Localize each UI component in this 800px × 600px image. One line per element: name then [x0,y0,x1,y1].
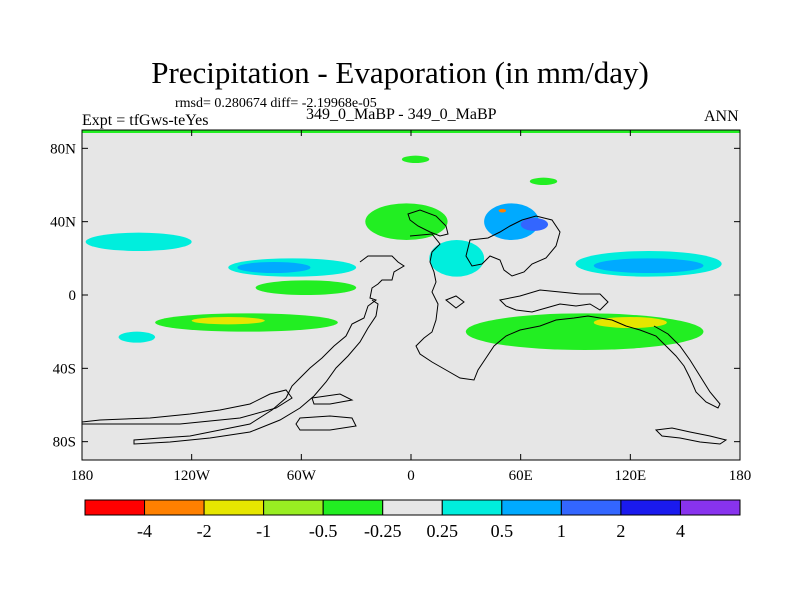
y-tick-label: 40S [53,361,76,377]
coastline-asia [465,215,561,277]
colorbar-label: -4 [137,521,152,541]
coastline-small-1 [445,295,465,309]
colorbar-swatch [441,499,503,516]
colorbar-swatch [501,499,562,516]
x-tick-label: 120E [614,468,646,484]
x-tick-label: 180 [729,468,752,484]
colorbar-label: -0.25 [364,521,402,541]
field-s-trop-east [465,313,704,350]
experiment-label: Expt = tfGws-teYes [82,112,209,129]
x-tick-label: 60E [509,468,533,484]
colorbar-label: 1 [557,521,566,541]
x-tick-label: 60W [287,468,317,484]
colorbar-swatch [144,499,205,516]
colorbar-label: 0.25 [427,521,459,541]
coastline-southern [82,389,293,425]
x-tick-label: 180 [71,468,94,484]
coastline-antarctica-east [654,427,728,445]
colorbar-swatch [203,499,265,516]
stats-line: rmsd= 0.280674 diff= -2.19968e-05 [175,96,377,111]
colorbar-swatch [560,499,622,516]
coastline-northwest [407,209,449,237]
field-n-atl-core [237,262,311,273]
season-label: ANN [704,108,739,125]
y-tick-label: 40N [50,215,76,231]
colorbar-label: 0.5 [491,521,514,541]
coastline-s-islands [311,393,354,405]
x-tick-label: 120W [173,468,211,484]
field-n-pole-blob [401,155,430,163]
field-s-ocean-cyan [118,331,156,343]
y-tick-label: 0 [69,288,77,304]
field-trop-atl [255,280,357,295]
plot-background [82,130,740,460]
field-s-trop-west-core [191,317,265,325]
colorbar-label: 2 [616,521,625,541]
chart-title: Precipitation - Evaporation (in mm/day) [151,55,649,90]
colorbar-label: 4 [676,521,685,541]
colorbar-swatch [679,499,741,516]
field-red-spot [498,208,507,213]
y-tick-label: 80S [53,435,76,451]
coastline-africa [409,233,721,409]
x-tick-label: 0 [407,468,415,484]
field-arctic-east [529,177,558,185]
colorbar-swatch [84,499,146,516]
case-label: 349_0_MaBP - 349_0_MaBP [306,106,497,123]
colorbar-label: -0.5 [309,521,338,541]
field-mid-blue [484,203,539,241]
field-trop-pacific-core [593,258,704,273]
colorbar-label: -2 [197,521,212,541]
field-africa-cyan [429,240,485,277]
colorbar-swatch [263,499,324,516]
colorbar-label: -1 [256,521,271,541]
colorbar-swatch [620,499,681,516]
y-tick-label: 80N [50,141,76,157]
colorbar-swatch [382,499,443,516]
coastline-antarctic-strip [295,415,357,431]
colorbar: -4 -2 -1 -0.5 -0.25 0.25 0.5 1 2 4 [84,499,741,541]
field-mid-core [520,218,549,231]
coastline-americas [133,255,405,445]
colorbar-swatch [322,499,384,516]
coastline-east-asia [498,289,609,313]
field-n-pacific-west [85,232,192,251]
